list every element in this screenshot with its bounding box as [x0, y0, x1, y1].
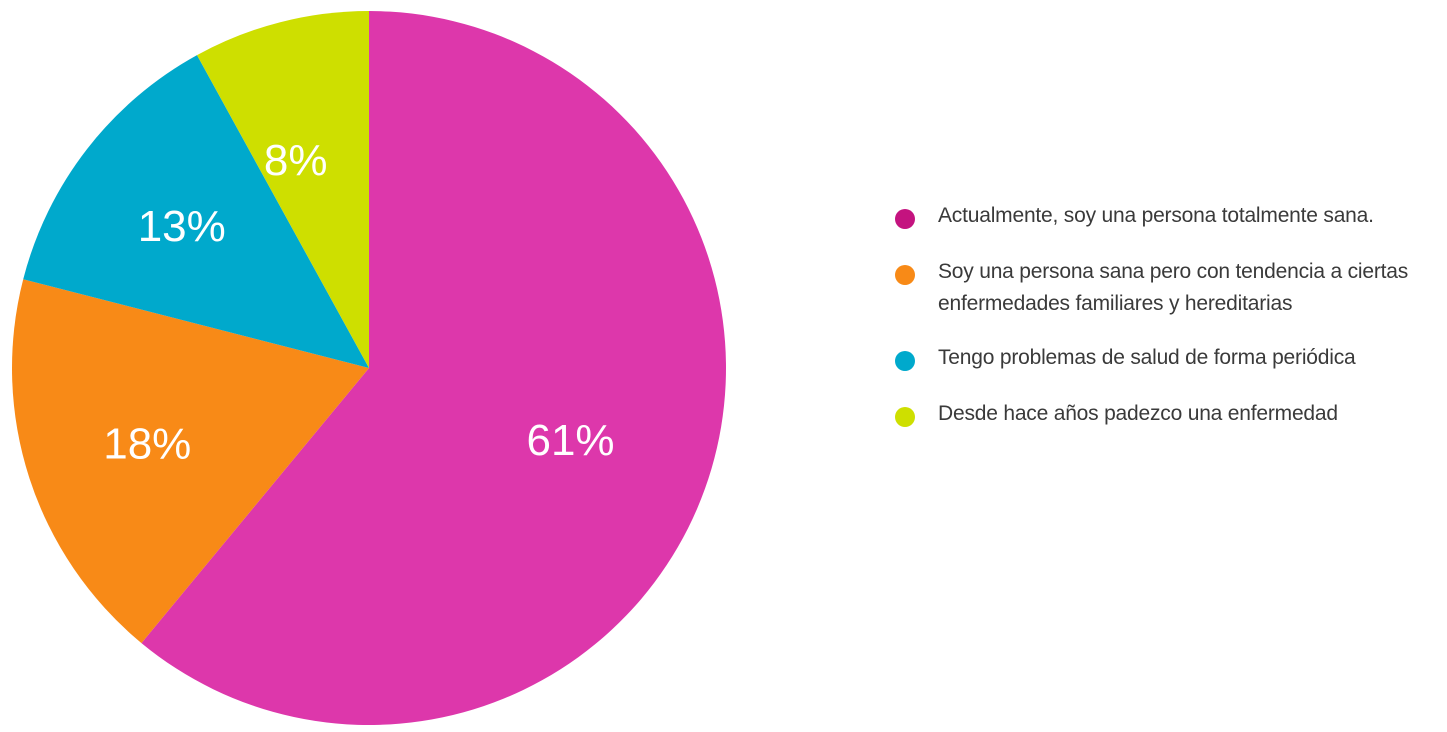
legend-label: Tengo problemas de salud de forma periód… — [938, 346, 1356, 369]
legend-dot-icon — [895, 265, 915, 285]
legend-label: Desde hace años padezco una enfermedad — [938, 402, 1338, 425]
legend-dot-icon — [895, 351, 915, 371]
legend-item: Tengo problemas de salud de forma periód… — [895, 342, 1447, 374]
legend-label: Actualmente, soy una persona totalmente … — [938, 204, 1374, 227]
legend-item: Actualmente, soy una persona totalmente … — [895, 200, 1447, 232]
pie-slice — [23, 55, 369, 369]
legend-dot-icon — [895, 407, 915, 427]
slice-value-label: 61% — [526, 416, 614, 465]
slice-value-label: 13% — [138, 202, 226, 251]
slice-value-label: 18% — [103, 420, 191, 469]
pie-slice — [197, 11, 369, 368]
legend-label: Soy una persona sana pero con tendencia … — [938, 260, 1409, 315]
legend-dot-icon — [895, 209, 915, 229]
legend: Actualmente, soy una persona totalmente … — [895, 200, 1447, 454]
pie-slice — [141, 11, 726, 726]
slice-value-label: 8% — [264, 136, 328, 185]
pie-slice — [11, 279, 369, 644]
legend-item: Soy una persona sana pero con tendencia … — [895, 256, 1447, 320]
legend-item: Desde hace años padezco una enfermedad — [895, 398, 1447, 430]
